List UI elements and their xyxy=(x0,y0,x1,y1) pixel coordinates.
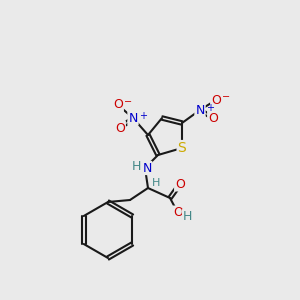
Text: N: N xyxy=(142,161,152,175)
Text: H: H xyxy=(131,160,141,172)
Text: O: O xyxy=(175,178,185,190)
Text: O: O xyxy=(115,122,125,134)
Text: +: + xyxy=(139,111,147,121)
Text: O: O xyxy=(113,98,123,112)
Text: −: − xyxy=(124,97,132,107)
Text: O: O xyxy=(173,206,183,220)
Text: S: S xyxy=(178,141,186,155)
Text: N: N xyxy=(128,112,138,124)
Text: O: O xyxy=(208,112,218,124)
Text: +: + xyxy=(206,103,214,113)
Text: −: − xyxy=(222,92,230,102)
Text: H: H xyxy=(152,178,160,188)
Text: N: N xyxy=(195,103,205,116)
Text: O: O xyxy=(211,94,221,106)
Text: H: H xyxy=(182,209,192,223)
